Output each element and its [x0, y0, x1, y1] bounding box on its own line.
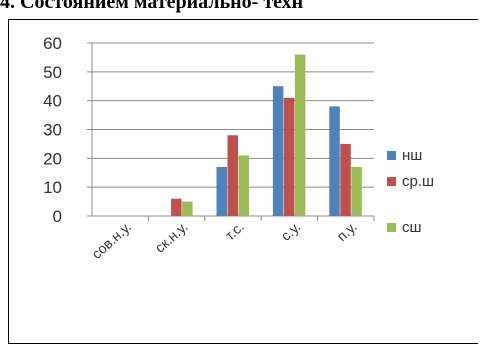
category-label: сов.н.у.: [88, 218, 134, 262]
y-tick-label: 30: [43, 121, 62, 140]
bar: [171, 198, 182, 216]
bars: [171, 54, 362, 217]
bar: [227, 135, 238, 216]
y-axis: 0 10 20 30 40 50 60: [43, 34, 93, 226]
bar: [294, 54, 306, 217]
legend-label: ср.ш: [402, 173, 434, 190]
bar: [238, 155, 249, 216]
bar: [351, 166, 362, 216]
bar: [272, 86, 284, 216]
legend-swatch: [387, 223, 396, 232]
bar: [216, 166, 227, 216]
bar: [340, 143, 351, 216]
legend-swatch: [387, 177, 396, 186]
bar: [329, 106, 340, 216]
category-label: ск.н.у.: [152, 218, 191, 255]
section-heading: 4. Состоянием материально- техн: [0, 0, 304, 13]
y-tick-label: 50: [43, 63, 62, 82]
bar: [182, 201, 193, 216]
chart-frame: [8, 19, 478, 344]
legend-swatch: [387, 151, 396, 160]
y-tick-label: 20: [43, 149, 62, 168]
y-tick-label: 40: [43, 92, 62, 111]
y-tick-label: 10: [43, 178, 62, 197]
category-label: т.с.: [222, 218, 247, 243]
y-tick-label: 60: [43, 34, 62, 53]
x-axis: сов.н.у. ск.н.у. т.с. с.у. п.у.: [88, 218, 360, 262]
bar: [283, 97, 295, 216]
legend: нш ср.ш сш: [387, 147, 434, 236]
category-label: п.у.: [334, 218, 360, 244]
legend-label: нш: [402, 147, 422, 164]
category-label: с.у.: [278, 218, 304, 244]
legend-label: сш: [402, 219, 422, 236]
y-tick-label: 0: [53, 207, 62, 226]
